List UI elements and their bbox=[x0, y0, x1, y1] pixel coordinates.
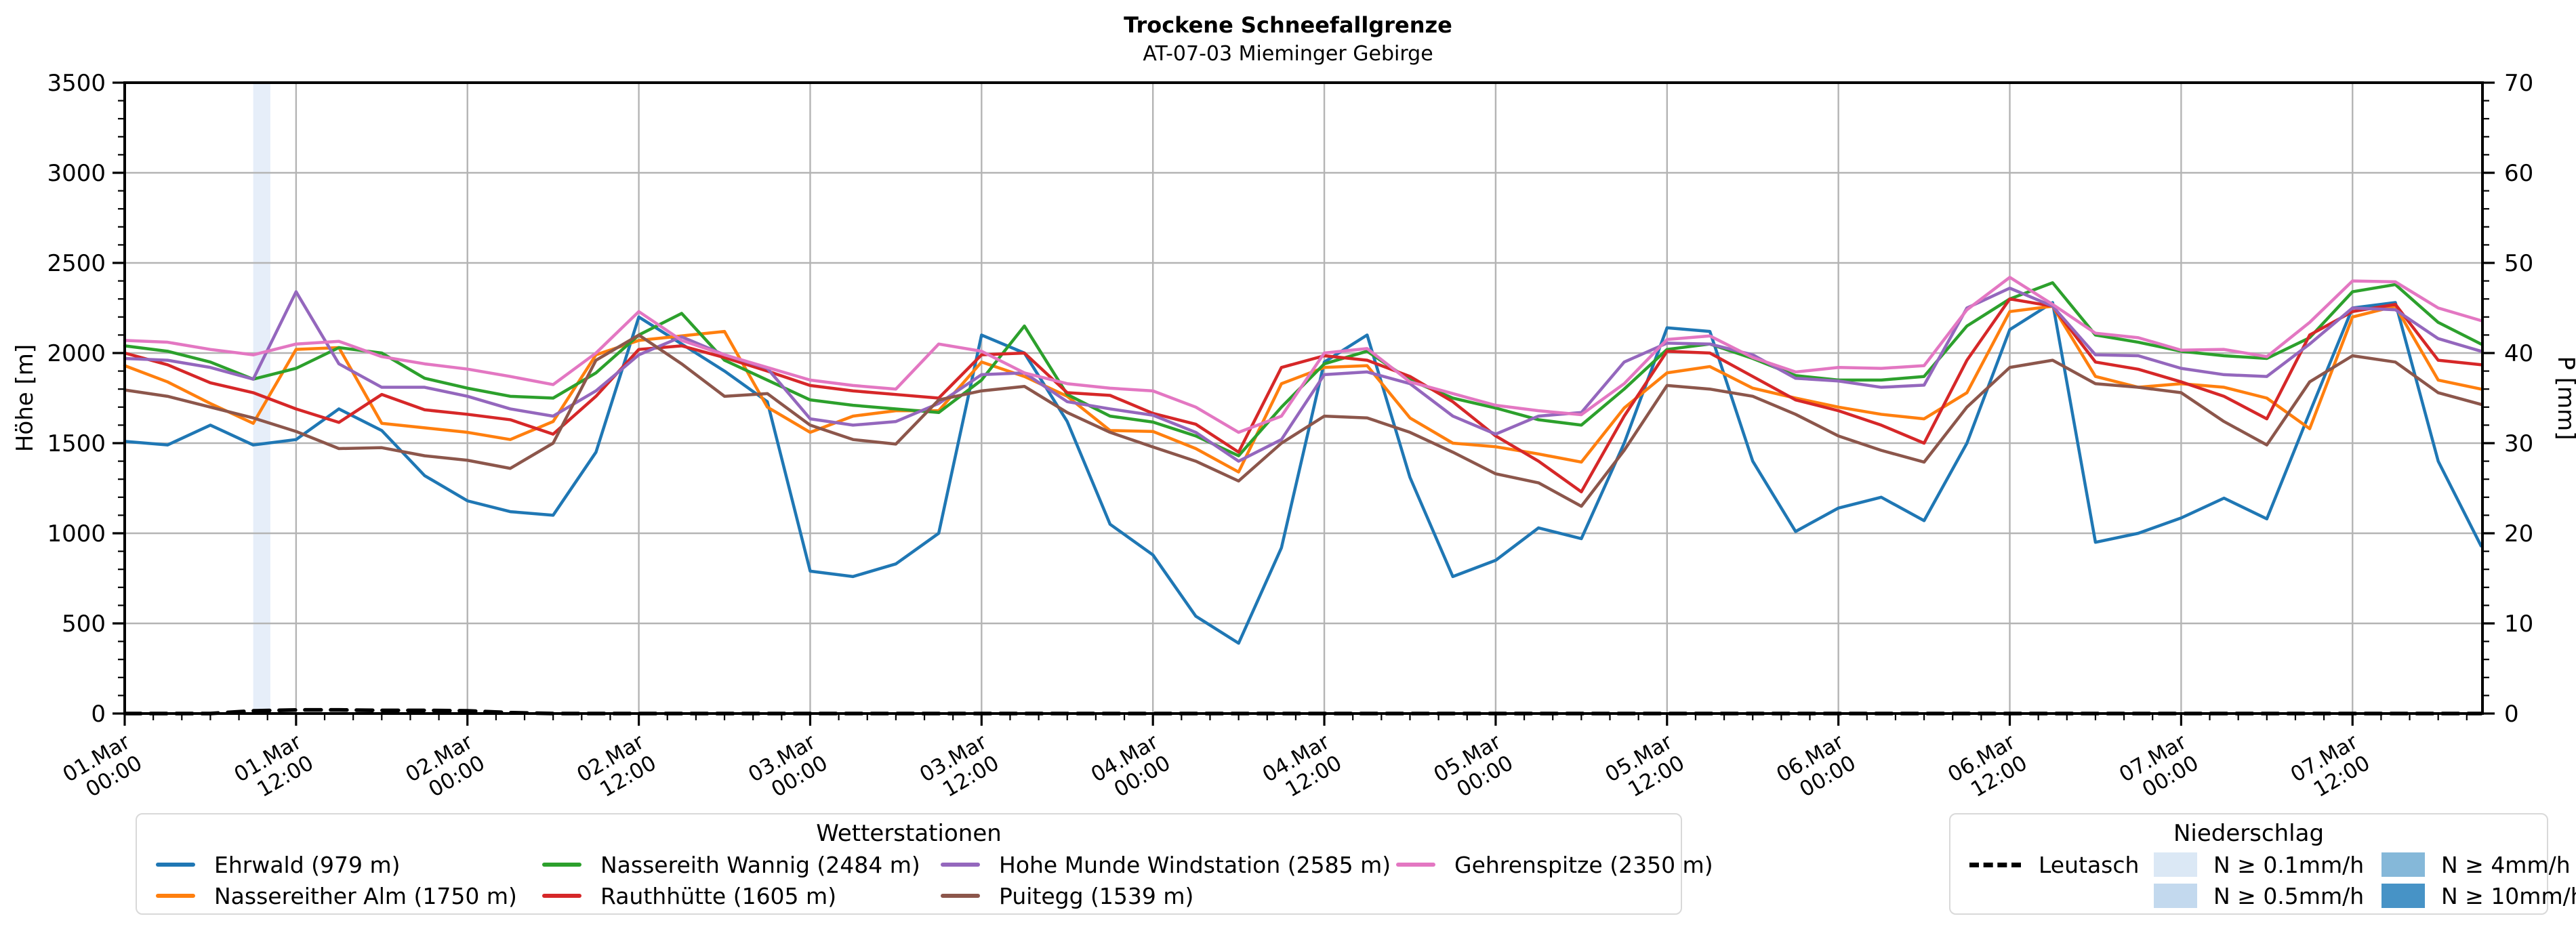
legend-entry-label: Puitegg (1539 m) bbox=[999, 882, 1194, 909]
legend-niederschlag-title: Niederschlag bbox=[2173, 820, 2325, 847]
legend-line-swatch bbox=[542, 894, 581, 898]
legend-line-swatch bbox=[1396, 863, 1435, 867]
legend-entry-station: Puitegg (1539 m) bbox=[941, 881, 1193, 911]
x-tick-label: 01.Mar00:00 bbox=[59, 730, 147, 808]
legend-entry-station: Hohe Munde Windstation (2585 m) bbox=[941, 850, 1391, 880]
legend-line-swatch bbox=[156, 894, 195, 898]
legend-patch-swatch bbox=[2154, 852, 2197, 877]
plot-frame bbox=[123, 81, 2484, 715]
legend-entry-precip-level: N ≥ 0.5mm/h bbox=[2154, 881, 2364, 911]
y-left-tick-label: 0 bbox=[91, 701, 106, 728]
legend-entry-precip-level: N ≥ 0.1mm/h bbox=[2154, 850, 2364, 880]
x-tick-label: 07.Mar12:00 bbox=[2287, 730, 2375, 808]
y-right-tick-label: 0 bbox=[2504, 701, 2519, 728]
legend-entry-label: Nassereith Wannig (2484 m) bbox=[600, 851, 920, 878]
y-right-tick-label: 40 bbox=[2504, 340, 2533, 367]
legend-line-swatch bbox=[156, 863, 195, 867]
legend-patch-swatch bbox=[2381, 852, 2425, 877]
x-tick-label: 05.Mar00:00 bbox=[1430, 730, 1518, 808]
legend-entry-label: Rauthhütte (1605 m) bbox=[600, 882, 837, 909]
x-tick-label: 01.Mar12:00 bbox=[230, 730, 319, 808]
y-right-axis-label: P [mm] bbox=[2552, 356, 2576, 440]
legend-entry-label: Hohe Munde Windstation (2585 m) bbox=[999, 851, 1391, 878]
legend-patch-swatch bbox=[2381, 884, 2425, 908]
y-left-tick-label: 2500 bbox=[47, 250, 106, 277]
legend-entry-station: Gehrenspitze (2350 m) bbox=[1396, 850, 1713, 880]
series-gehrenspitze-2350-m- bbox=[123, 276, 2483, 434]
x-tick-label: 02.Mar00:00 bbox=[401, 730, 489, 808]
y-right-tick-label: 60 bbox=[2504, 160, 2533, 187]
x-tick-label: 06.Mar00:00 bbox=[1772, 730, 1860, 808]
x-tick-label: 03.Mar12:00 bbox=[916, 730, 1004, 808]
legend-entry-station: Rauthhütte (1605 m) bbox=[542, 881, 836, 911]
legend-line-swatch bbox=[941, 863, 980, 867]
y-right-tick-label: 10 bbox=[2504, 611, 2533, 638]
chart-subtitle: AT-07-03 Mieminger Gebirge bbox=[1143, 42, 1433, 66]
legend-entry-leutasch: Leutasch bbox=[1969, 850, 2139, 880]
y-left-tick-label: 3500 bbox=[47, 70, 106, 97]
legend-entry-station: Nassereither Alm (1750 m) bbox=[156, 881, 517, 911]
x-tick-label: 04.Mar00:00 bbox=[1087, 730, 1175, 808]
y-left-tick-label: 3000 bbox=[47, 160, 106, 187]
x-tick-label: 06.Mar12:00 bbox=[1944, 730, 2032, 808]
legend-entry-label: Nassereither Alm (1750 m) bbox=[214, 882, 517, 909]
legend-patch-swatch bbox=[2154, 884, 2197, 908]
y-right-tick-label: 20 bbox=[2504, 520, 2533, 548]
series-rauthh-tte-1605-m- bbox=[123, 297, 2483, 494]
legend-line-swatch bbox=[941, 894, 980, 898]
legend-entry-label: N ≥ 0.5mm/h bbox=[2213, 882, 2365, 909]
chart-title: Trockene Schneefallgrenze bbox=[1124, 12, 1452, 38]
legend-entry-station: Ehrwald (979 m) bbox=[156, 850, 401, 880]
y-left-tick-label: 1500 bbox=[47, 430, 106, 457]
x-tick-label: 04.Mar12:00 bbox=[1259, 730, 1347, 808]
y-right-tick-label: 30 bbox=[2504, 430, 2533, 457]
x-tick-label: 05.Mar12:00 bbox=[1601, 730, 1689, 808]
legend-entry-label: N ≥ 10mm/h bbox=[2441, 882, 2576, 909]
y-left-axis-label: Höhe [m] bbox=[12, 344, 39, 452]
legend-entry-station: Nassereith Wannig (2484 m) bbox=[542, 850, 920, 880]
x-tick-label: 03.Mar00:00 bbox=[744, 730, 832, 808]
series-hohe-munde-windstation-2585-m- bbox=[123, 286, 2483, 463]
series-ehrwald-979-m- bbox=[123, 301, 2483, 645]
y-left-tick-label: 2000 bbox=[47, 340, 106, 367]
y-right-tick-label: 70 bbox=[2504, 70, 2533, 97]
legend-entry-label: N ≥ 0.1mm/h bbox=[2213, 851, 2365, 878]
legend-entry-label: N ≥ 4mm/h bbox=[2441, 851, 2571, 878]
y-left-tick-label: 500 bbox=[62, 611, 106, 638]
legend-entry-label: Gehrenspitze (2350 m) bbox=[1454, 851, 1713, 878]
y-left-tick-label: 1000 bbox=[47, 520, 106, 548]
legend-wetterstationen: Wetterstationen Ehrwald (979 m) Nassereit… bbox=[136, 813, 1713, 915]
legend-entry-label: Leutasch bbox=[2039, 851, 2140, 878]
legend-line-swatch bbox=[542, 863, 581, 867]
legend-niederschlag: Niederschlag Leutasch N ≥ 0.1mm/h N ≥ 0.5m… bbox=[1949, 813, 2576, 915]
series-nassereither-alm-1750-m- bbox=[123, 304, 2483, 474]
x-tick-label: 02.Mar12:00 bbox=[573, 730, 661, 808]
legend-entry-precip-level: N ≥ 4mm/h bbox=[2381, 850, 2571, 880]
legend-dash-swatch bbox=[1969, 862, 2021, 867]
legend-entry-label: Ehrwald (979 m) bbox=[214, 851, 401, 878]
x-tick-label: 07.Mar00:00 bbox=[2115, 730, 2203, 808]
y-right-tick-label: 50 bbox=[2504, 250, 2533, 277]
legend-entry-precip-level: N ≥ 10mm/h bbox=[2381, 881, 2576, 911]
series-puitegg-1539-m- bbox=[123, 333, 2483, 508]
legend-wetterstationen-title: Wetterstationen bbox=[816, 820, 1002, 847]
